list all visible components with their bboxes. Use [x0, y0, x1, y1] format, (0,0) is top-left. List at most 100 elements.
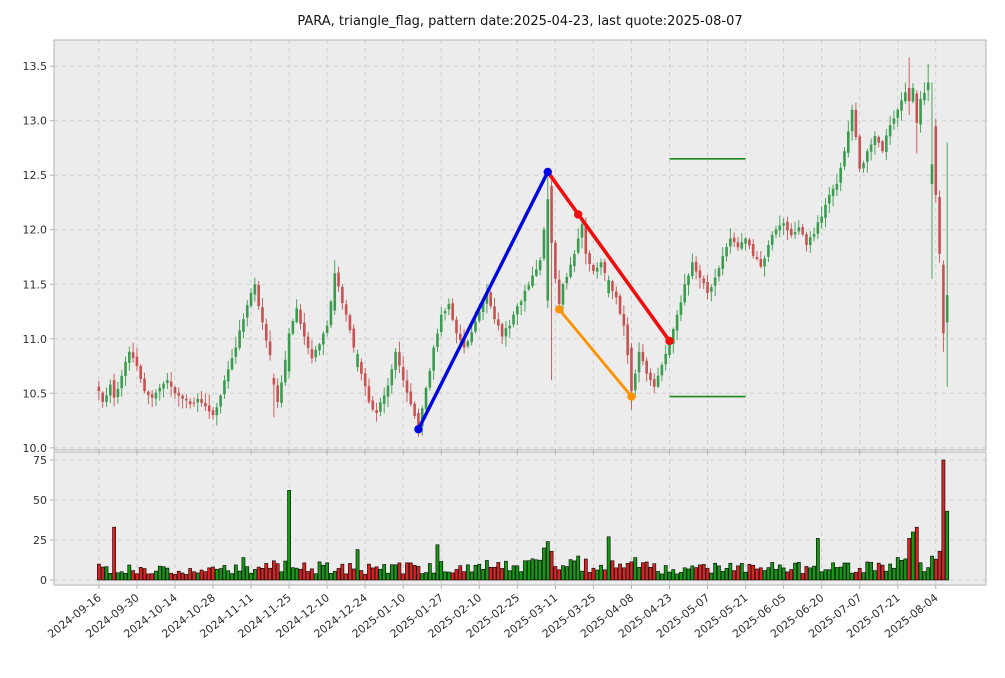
volume-bar: [218, 568, 223, 581]
candle-body: [207, 405, 211, 412]
volume-bar: [812, 565, 816, 581]
candle-body: [698, 270, 702, 278]
candle-body: [911, 87, 915, 102]
candle-body: [238, 330, 241, 348]
volume-bar: [359, 570, 364, 581]
candle-body: [782, 223, 785, 226]
candle-body: [717, 268, 721, 277]
volume-bar: [226, 570, 231, 581]
candle-body: [561, 284, 565, 305]
candle-body: [774, 229, 778, 235]
volume-bar: [652, 563, 657, 581]
candle-body: [919, 98, 922, 125]
volume-bar: [477, 563, 482, 581]
candle-body: [789, 228, 793, 236]
candle-body: [462, 338, 466, 348]
candle-body: [112, 380, 116, 398]
candle-body: [622, 314, 626, 326]
volume-bar: [656, 571, 660, 581]
price-tick-label: 10.5: [23, 387, 48, 400]
volume-bar: [146, 573, 151, 581]
candle-body: [835, 183, 839, 190]
volume-bar: [268, 567, 272, 581]
candle-body: [177, 392, 181, 396]
candle-body: [652, 379, 656, 387]
candle-body: [245, 305, 249, 318]
candle-body: [211, 410, 215, 416]
candle-body: [538, 260, 542, 271]
candle-body: [356, 354, 359, 368]
candle-body: [896, 109, 900, 118]
volume-bar: [561, 565, 565, 581]
volume-bar: [914, 526, 919, 581]
volume-bar: [842, 562, 847, 581]
candle-body: [618, 295, 622, 314]
candle-body: [325, 325, 329, 333]
volume-bar: [663, 565, 668, 581]
candles: [97, 57, 949, 437]
candle-body: [740, 242, 744, 249]
volume-bar: [351, 568, 356, 581]
volume-bar: [112, 526, 116, 581]
candle-body: [497, 319, 500, 326]
red-mid-marker: [574, 210, 583, 219]
volume-bar: [667, 571, 672, 581]
candle-body: [196, 398, 200, 403]
candle-body: [360, 362, 363, 374]
volume-bar: [431, 572, 436, 581]
volume-bar: [348, 563, 352, 581]
pole-trendline: [416, 170, 550, 431]
candle-body: [192, 402, 196, 404]
volume-bar: [660, 573, 664, 581]
candle-body: [386, 385, 390, 397]
volume-bar: [606, 536, 611, 581]
volume-bar: [481, 569, 485, 581]
candle-body: [382, 395, 386, 404]
volume-bar: [618, 563, 622, 581]
candle-body: [226, 369, 230, 382]
candle-body: [154, 392, 158, 399]
volume-bar: [192, 571, 196, 581]
candle-body: [234, 347, 238, 357]
candle-body: [481, 302, 485, 313]
volume-bar: [572, 560, 577, 581]
candle-body: [683, 284, 687, 303]
volume-bar: [751, 564, 756, 581]
volume-bar: [237, 570, 242, 581]
volume-bar: [462, 571, 466, 581]
volume-bar: [728, 562, 733, 581]
candle-body: [219, 395, 222, 407]
volume-bar: [272, 560, 276, 581]
candle-body: [550, 186, 553, 243]
volume-bar: [907, 538, 912, 581]
candle-body: [778, 225, 782, 231]
candle-body: [527, 285, 531, 290]
volume-bar: [880, 564, 885, 581]
volume-bar: [169, 572, 174, 581]
volume-bar: [119, 571, 124, 581]
candle-body: [519, 301, 523, 306]
candle-body: [268, 341, 272, 356]
volume-bar: [838, 566, 843, 581]
volume-bar: [580, 570, 584, 581]
volume-bar: [488, 566, 493, 581]
volume-bar: [154, 570, 158, 581]
volume-bar: [157, 565, 162, 581]
volume-bar: [466, 564, 470, 581]
volume-bar: [777, 564, 782, 581]
candle-body: [942, 264, 945, 334]
volume-bar: [424, 572, 428, 581]
volume-bar: [930, 555, 934, 581]
volume-bar: [188, 568, 193, 581]
volume-bar: [214, 568, 219, 581]
volume-bar: [222, 565, 227, 581]
volume-bar: [895, 557, 900, 581]
volume-bar: [279, 571, 284, 581]
candle-body: [664, 353, 667, 365]
volume-bar: [945, 510, 950, 581]
candle-body: [280, 382, 283, 403]
candle-body: [584, 224, 588, 254]
volume-bar: [184, 574, 189, 581]
candle-body: [447, 303, 451, 310]
volume-bar: [755, 568, 759, 581]
